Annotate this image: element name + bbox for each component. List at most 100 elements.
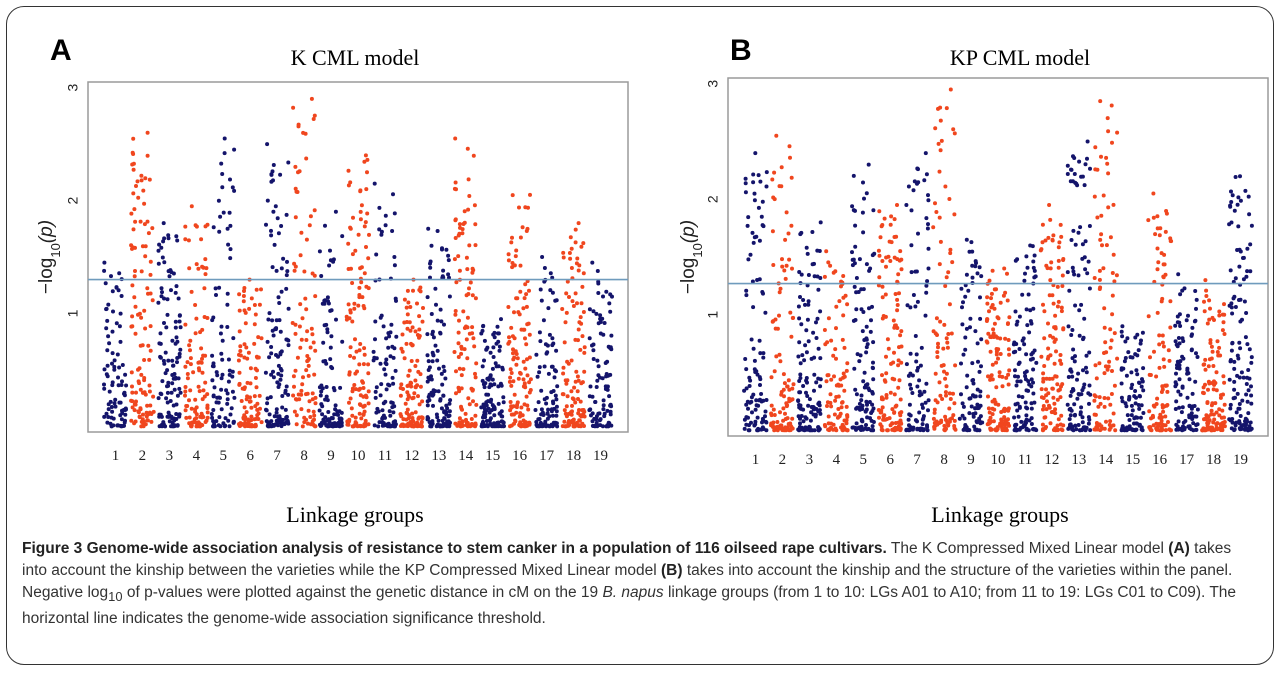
data-point	[897, 378, 902, 383]
data-point	[841, 313, 846, 318]
data-point	[294, 413, 299, 418]
data-point	[1025, 265, 1030, 270]
data-point	[1164, 209, 1169, 213]
data-point	[1178, 392, 1183, 397]
data-point	[866, 386, 871, 391]
data-point	[1149, 428, 1154, 433]
data-point	[1001, 293, 1006, 298]
data-point	[1155, 267, 1160, 272]
data-point	[1059, 413, 1064, 418]
data-point	[868, 266, 873, 271]
data-point	[922, 389, 927, 394]
data-point	[435, 229, 440, 233]
data-point	[514, 362, 519, 367]
data-point	[913, 334, 918, 338]
data-point	[818, 276, 823, 280]
data-point	[546, 306, 551, 311]
data-point	[944, 418, 948, 422]
data-point	[816, 287, 821, 292]
data-point	[338, 385, 343, 390]
data-point	[1107, 422, 1112, 427]
data-point	[148, 291, 153, 296]
data-point	[1023, 420, 1028, 424]
data-point	[908, 413, 913, 418]
data-point	[1111, 252, 1116, 257]
data-point	[1141, 388, 1146, 393]
data-point	[141, 188, 146, 193]
data-point	[910, 391, 915, 395]
data-point	[1079, 405, 1084, 410]
panel-letter-b: B	[730, 34, 752, 67]
data-point	[808, 418, 813, 423]
data-point	[925, 279, 930, 284]
data-point	[845, 302, 850, 307]
data-point	[1129, 403, 1134, 408]
data-point	[1236, 224, 1241, 229]
data-point	[441, 275, 446, 280]
data-point	[425, 415, 430, 420]
data-point	[598, 313, 603, 318]
data-point	[587, 408, 592, 413]
data-point	[311, 340, 316, 345]
data-point	[185, 360, 190, 365]
data-point	[970, 378, 975, 383]
data-point	[769, 413, 774, 418]
data-point	[1204, 288, 1209, 293]
data-point	[941, 346, 946, 351]
data-point	[539, 388, 544, 393]
data-point	[1055, 397, 1060, 402]
data-point	[804, 390, 808, 395]
data-point	[374, 252, 379, 257]
data-point	[541, 318, 546, 323]
data-point	[1031, 427, 1036, 431]
data-point	[785, 384, 790, 389]
data-point	[237, 308, 242, 313]
data-point	[858, 353, 863, 358]
data-point	[304, 368, 309, 373]
data-point	[883, 314, 888, 319]
data-point	[591, 309, 596, 314]
data-point	[306, 363, 311, 368]
data-point	[899, 421, 904, 426]
data-point	[119, 294, 124, 298]
data-point	[859, 393, 864, 398]
data-point	[944, 275, 949, 280]
data-point	[779, 390, 784, 394]
data-point	[1161, 357, 1166, 362]
data-point	[321, 417, 326, 422]
data-point	[1185, 371, 1190, 376]
data-point	[1110, 293, 1115, 298]
data-point	[948, 397, 953, 401]
data-point	[357, 285, 362, 290]
data-point	[592, 424, 597, 429]
data-point	[145, 412, 150, 417]
data-point	[590, 419, 595, 424]
data-point	[970, 275, 975, 280]
data-point	[464, 255, 469, 260]
data-point	[818, 220, 823, 225]
data-point	[565, 359, 570, 364]
data-point	[826, 427, 831, 432]
data-point	[921, 414, 926, 419]
data-point	[880, 397, 885, 402]
data-point	[947, 391, 952, 396]
data-point	[279, 289, 284, 294]
data-point	[1103, 340, 1108, 345]
x-tick-label: 18	[1206, 452, 1221, 468]
data-point	[456, 341, 461, 346]
data-point	[305, 391, 310, 396]
data-point	[812, 372, 817, 377]
x-tick-label: 1	[112, 448, 120, 464]
data-point	[978, 295, 982, 300]
data-point	[242, 355, 247, 360]
data-point	[376, 424, 381, 429]
data-point	[943, 376, 948, 381]
data-point	[241, 299, 246, 304]
data-point	[577, 408, 581, 412]
data-point	[1070, 374, 1075, 379]
data-point	[466, 292, 471, 296]
data-point	[1222, 420, 1227, 424]
data-point	[219, 351, 224, 356]
data-point	[608, 412, 613, 417]
data-point	[1161, 409, 1166, 414]
